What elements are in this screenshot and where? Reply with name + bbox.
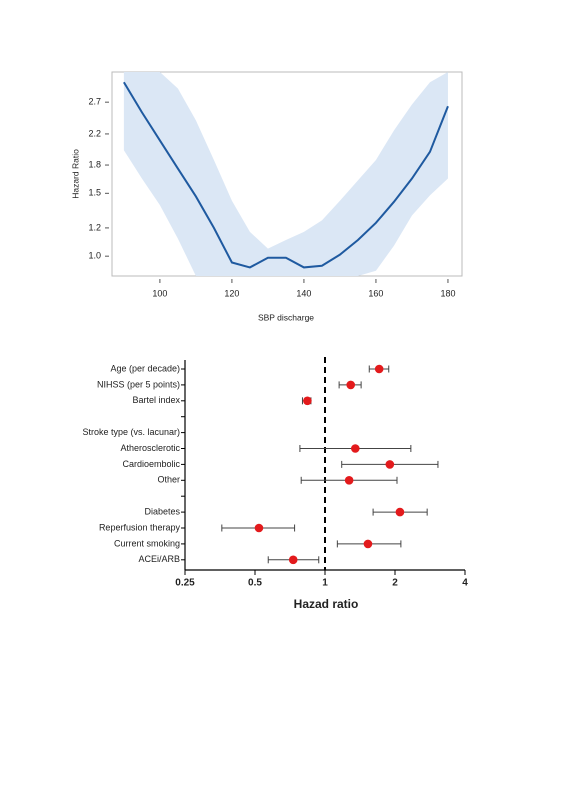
row-label: Current smoking: [114, 538, 180, 548]
row-label: Reperfusion therapy: [99, 522, 181, 532]
x-tick-label: 160: [368, 288, 383, 298]
y-tick-label: 1.8: [88, 159, 101, 169]
row-label: Bartel index: [132, 395, 180, 405]
row-label: Cardioembolic: [122, 459, 180, 469]
row-label: Diabetes: [144, 506, 180, 516]
point: [303, 396, 312, 406]
y-tick-label: 2.2: [88, 128, 101, 138]
x-tick-label: 4: [462, 578, 468, 589]
x-tick-label: 0.5: [248, 578, 262, 589]
x-tick-label: 140: [296, 288, 311, 298]
y-axis-label: Hazard Ratio: [70, 149, 80, 199]
point: [288, 555, 298, 565]
y-tick-label: 1.5: [88, 188, 101, 198]
x-tick-label: 2: [392, 578, 398, 589]
point: [374, 364, 384, 374]
x-tick-label: 0.25: [175, 578, 195, 589]
point: [363, 539, 373, 549]
x-tick-label: 180: [440, 288, 455, 298]
row-label: Age (per decade): [110, 363, 180, 373]
confidence-band: [123, 72, 448, 276]
point: [351, 444, 360, 453]
x-tick-label: 100: [152, 288, 167, 298]
y-tick-label: 2.7: [88, 97, 101, 107]
y-tick-label: 1.2: [88, 222, 101, 232]
row-label: Other: [157, 475, 180, 485]
point: [346, 380, 356, 390]
point: [254, 523, 264, 533]
point: [395, 507, 405, 517]
x-axis-label: SBP discharge: [258, 312, 314, 322]
y-tick-label: 1.0: [88, 251, 101, 261]
curve: [123, 81, 449, 269]
x-axis-label: Hazad ratio: [294, 597, 359, 611]
row-label: Stroke type (vs. lacunar): [82, 427, 180, 437]
point: [344, 476, 354, 485]
x-tick-label: 120: [224, 288, 239, 298]
row-label: ACEi/ARB: [138, 554, 180, 564]
row-label: NIHSS (per 5 points): [97, 379, 180, 389]
row-label: Atherosclerotic: [120, 443, 180, 453]
point: [385, 460, 395, 469]
x-tick-label: 1: [322, 578, 328, 589]
